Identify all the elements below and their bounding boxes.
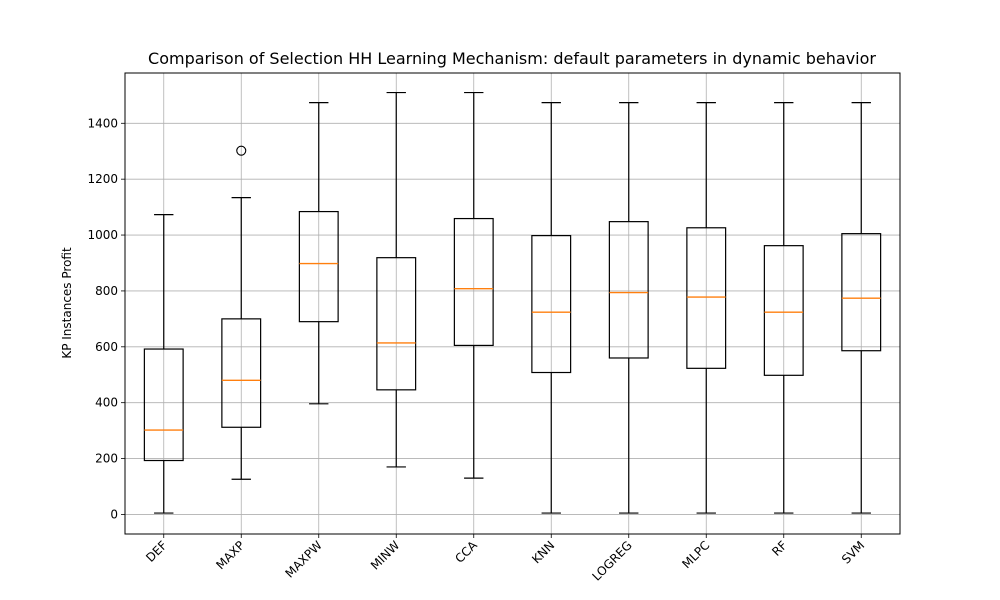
x-tick-label: LOGREG (589, 538, 634, 583)
y-tick-label: 0 (110, 507, 118, 521)
box-group (221, 145, 262, 480)
box-plots (143, 91, 882, 514)
iqr-box (841, 233, 882, 352)
y-tick-label: 1000 (87, 228, 118, 242)
y-tick-label: 1400 (87, 116, 118, 130)
iqr-box (531, 235, 572, 374)
box-group (531, 102, 572, 514)
iqr-box (453, 217, 494, 347)
outlier-point (236, 145, 247, 156)
box-group (608, 102, 649, 514)
box-group (841, 102, 882, 514)
box-group (763, 102, 804, 514)
y-tick-label: 600 (95, 340, 118, 354)
box-group (686, 102, 727, 514)
x-tick-label: MAXPW (283, 538, 325, 580)
x-tick-label: MLPC (679, 538, 712, 571)
x-tick-label: RF (769, 538, 790, 559)
y-tick-label: 400 (95, 396, 118, 410)
box-group (453, 91, 494, 479)
iqr-box (143, 348, 184, 462)
x-tick-label: MAXP (213, 538, 247, 572)
iqr-box (686, 227, 727, 369)
y-tick-label: 200 (95, 452, 118, 466)
plot-frame (124, 72, 901, 535)
iqr-box (763, 245, 804, 376)
box-group (376, 91, 417, 468)
x-tick-label: KNN (529, 538, 557, 566)
iqr-box (608, 221, 649, 359)
x-tick-label: MINW (368, 538, 403, 573)
box-group (298, 102, 339, 405)
iqr-box (376, 257, 417, 391)
y-tick-label: 800 (95, 284, 118, 298)
iqr-box (298, 210, 339, 323)
iqr-box (221, 318, 262, 428)
x-tick-label: DEF (143, 538, 170, 565)
box-group (143, 214, 184, 514)
y-tick-label: 1200 (87, 172, 118, 186)
x-tick-label: SVM (839, 538, 867, 566)
axes: 0 200 400 600 800 1000 1200 1400 DEF MAXP MAXPW MIN… (87, 72, 901, 584)
y-axis-label: KP Instances Profit (60, 247, 74, 359)
x-tick-label: CCA (452, 538, 480, 566)
chart-title: Comparison of Selection HH Learning Mech… (148, 49, 876, 68)
